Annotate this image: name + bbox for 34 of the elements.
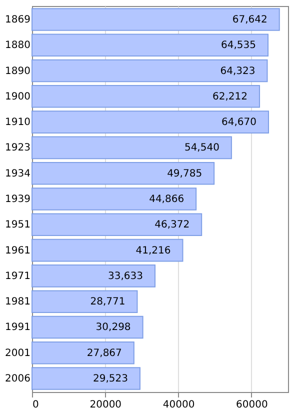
data-label: 29,523 xyxy=(92,374,128,385)
x-tick-label: 60000 xyxy=(236,400,268,410)
y-tick-label: 1939 xyxy=(5,194,30,205)
y-tick-label: 1880 xyxy=(5,40,30,52)
data-label: 49,785 xyxy=(167,168,202,180)
y-tick-label: 1981 xyxy=(5,296,30,308)
data-label: 33,633 xyxy=(108,270,143,282)
y-tick-label: 1890 xyxy=(5,66,30,77)
data-label: 64,670 xyxy=(222,117,257,128)
data-label: 54,540 xyxy=(184,142,220,154)
x-tick-label: 20000 xyxy=(90,400,122,410)
y-tick-label: 1991 xyxy=(5,322,30,334)
y-tick-label: 1923 xyxy=(5,142,30,154)
x-tick-label: 40000 xyxy=(162,400,195,410)
y-tick-label: 1951 xyxy=(5,220,30,231)
y-tick-label: 2001 xyxy=(5,348,30,359)
y-tick-label: 2006 xyxy=(5,374,30,385)
data-label: 41,216 xyxy=(136,245,171,256)
data-label: 62,212 xyxy=(212,91,248,102)
y-tick-label: 1869 xyxy=(5,14,30,26)
y-tick-label: 1910 xyxy=(5,117,30,128)
y-tick-label: 1971 xyxy=(5,270,30,282)
data-label: 27,867 xyxy=(86,348,122,359)
data-label: 64,323 xyxy=(220,66,256,77)
data-label: 44,866 xyxy=(149,194,184,205)
y-tick-label: 1961 xyxy=(5,245,30,256)
data-label: 46,372 xyxy=(154,220,190,231)
y-tick-label: 1900 xyxy=(5,91,30,102)
data-label: 30,298 xyxy=(96,322,131,334)
data-label: 64,535 xyxy=(221,40,256,52)
data-label: 28,771 xyxy=(90,296,126,308)
y-tick-label: 1934 xyxy=(5,168,30,180)
data-label: 67,642 xyxy=(232,14,268,26)
x-tick-label: 0 xyxy=(32,400,39,410)
